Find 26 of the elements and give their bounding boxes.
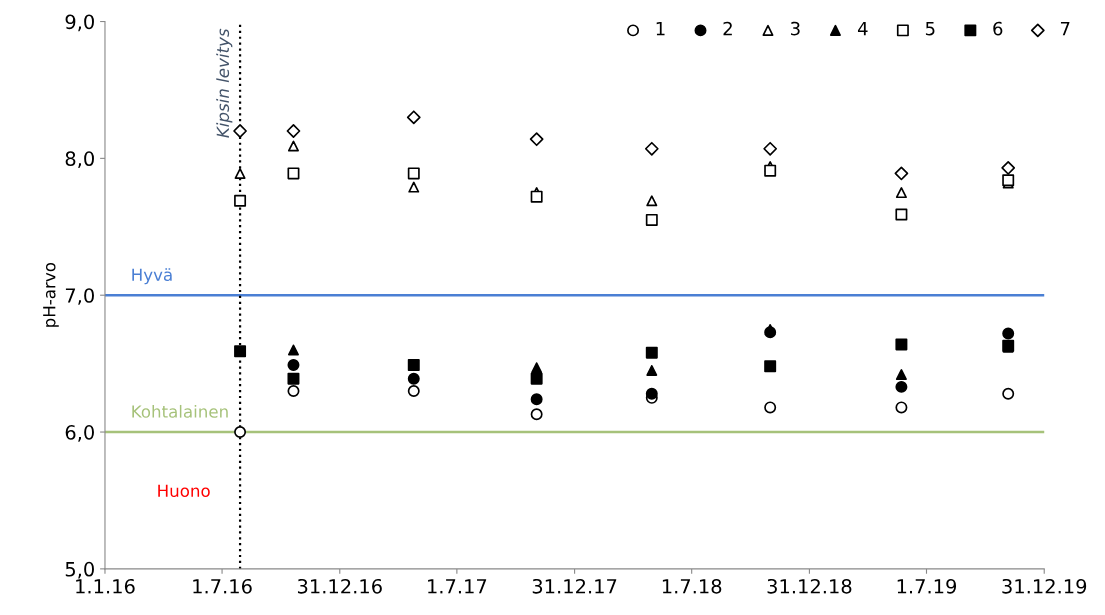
x-tick-label: 1.7.17	[428, 579, 487, 594]
legend-label: 3	[791, 21, 800, 36]
legend-label: 2	[723, 21, 732, 36]
y-tick-label: 5,0	[65, 561, 94, 579]
legend-label: 7	[1060, 21, 1070, 36]
x-tick-label: 31.12.17	[532, 578, 617, 594]
legend-label: 6	[993, 21, 1003, 36]
x-tick-label: 31.12.19	[1002, 578, 1087, 594]
ref-line-label: Kohtalainen	[132, 404, 228, 418]
legend-label: 1	[656, 21, 665, 36]
legend-label: 5	[925, 21, 935, 36]
y-tick-label: 6,0	[65, 424, 94, 442]
x-tick-label: 1.7.19	[897, 578, 957, 594]
x-tick-label: 31.12.18	[767, 578, 852, 594]
y-tick-label: 7,0	[65, 288, 94, 305]
x-tick-label: 1.7.16	[193, 578, 252, 594]
ref-line-label: Kipsin levitys	[216, 28, 233, 138]
y-axis-title: pH-arvo	[43, 262, 59, 327]
y-tick-label: 9,0	[65, 14, 94, 32]
legend-label: 4	[857, 21, 868, 36]
x-tick-label: 1.1.16	[76, 578, 135, 594]
annotation: Huono	[158, 484, 210, 498]
x-tick-label: 31.12.16	[297, 578, 382, 594]
ref-line-label: Hyvä	[132, 268, 172, 285]
y-tick-label: 8,0	[65, 151, 94, 169]
x-tick-label: 1.7.18	[662, 578, 722, 594]
